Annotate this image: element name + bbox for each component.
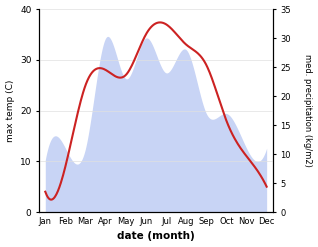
Y-axis label: max temp (C): max temp (C) — [5, 79, 15, 142]
Y-axis label: med. precipitation (kg/m2): med. precipitation (kg/m2) — [303, 54, 313, 167]
X-axis label: date (month): date (month) — [117, 231, 195, 242]
